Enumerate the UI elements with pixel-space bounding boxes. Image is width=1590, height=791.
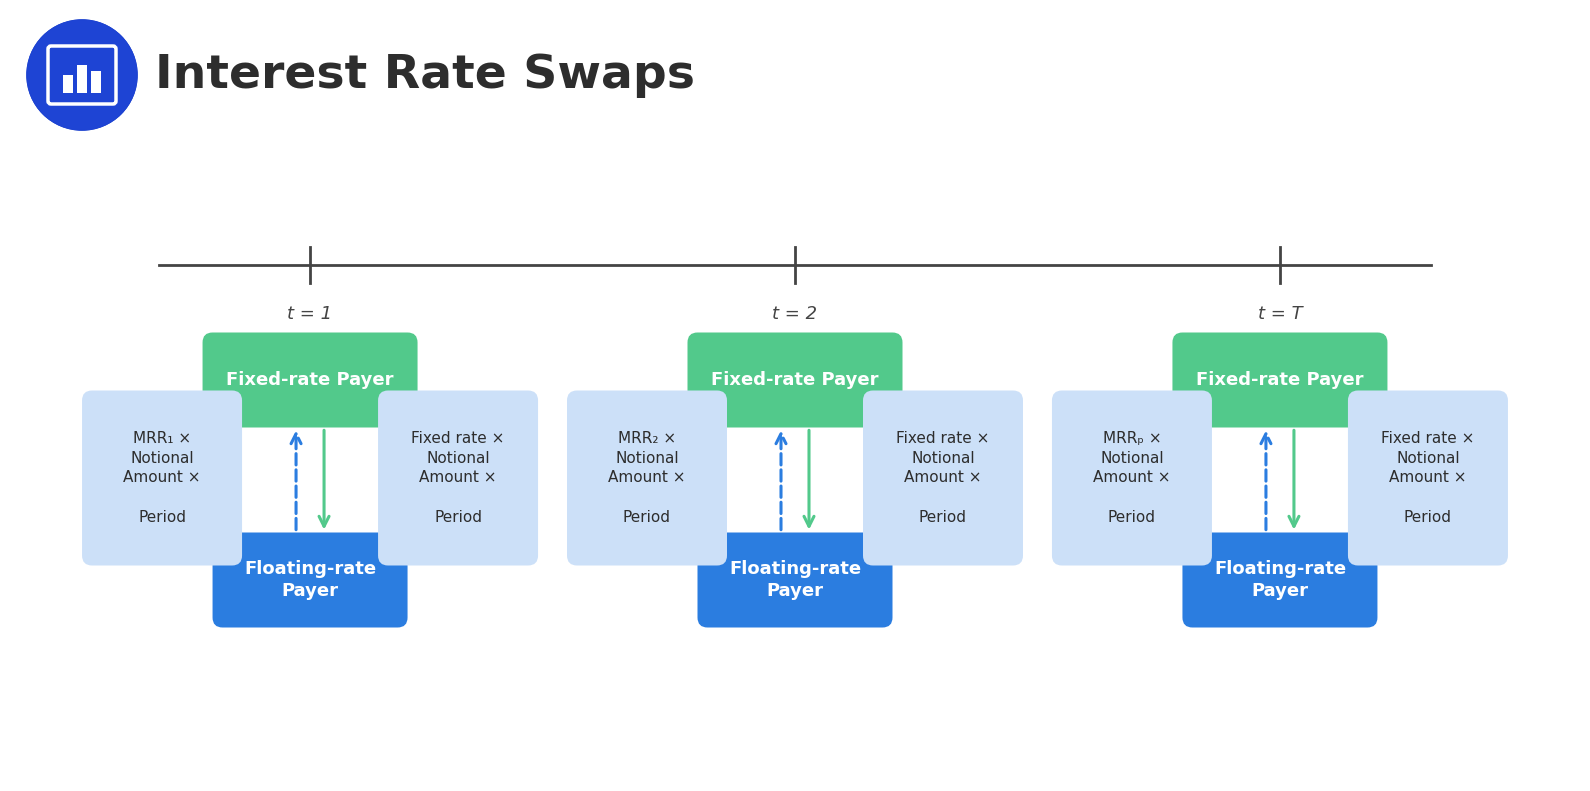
FancyBboxPatch shape xyxy=(1348,391,1507,566)
FancyBboxPatch shape xyxy=(1053,391,1212,566)
Text: t = 2: t = 2 xyxy=(773,305,817,323)
FancyBboxPatch shape xyxy=(1183,532,1377,627)
FancyBboxPatch shape xyxy=(863,391,1022,566)
FancyBboxPatch shape xyxy=(568,391,727,566)
FancyBboxPatch shape xyxy=(687,332,903,427)
Text: Fixed-rate Payer: Fixed-rate Payer xyxy=(711,371,879,389)
FancyBboxPatch shape xyxy=(213,532,407,627)
Text: Floating-rate
Payer: Floating-rate Payer xyxy=(1213,559,1347,600)
FancyBboxPatch shape xyxy=(202,332,418,427)
FancyBboxPatch shape xyxy=(76,65,87,93)
FancyBboxPatch shape xyxy=(698,532,892,627)
Text: Floating-rate
Payer: Floating-rate Payer xyxy=(728,559,862,600)
Text: t = 1: t = 1 xyxy=(288,305,332,323)
FancyBboxPatch shape xyxy=(64,75,73,93)
FancyBboxPatch shape xyxy=(1172,332,1388,427)
Circle shape xyxy=(27,20,137,130)
Text: Interest Rate Swaps: Interest Rate Swaps xyxy=(154,52,695,97)
Text: Fixed rate ×
Notional
Amount ×

Period: Fixed rate × Notional Amount × Period xyxy=(897,431,989,525)
Text: Fixed-rate Payer: Fixed-rate Payer xyxy=(226,371,394,389)
Text: Fixed rate ×
Notional
Amount ×

Period: Fixed rate × Notional Amount × Period xyxy=(1382,431,1474,525)
FancyBboxPatch shape xyxy=(83,391,242,566)
Text: Fixed-rate Payer: Fixed-rate Payer xyxy=(1196,371,1364,389)
Circle shape xyxy=(27,20,137,130)
Text: MRR₁ ×
Notional
Amount ×

Period: MRR₁ × Notional Amount × Period xyxy=(124,431,200,525)
FancyBboxPatch shape xyxy=(91,71,102,93)
Text: Floating-rate
Payer: Floating-rate Payer xyxy=(243,559,377,600)
Text: t = T: t = T xyxy=(1258,305,1302,323)
Text: Fixed rate ×
Notional
Amount ×

Period: Fixed rate × Notional Amount × Period xyxy=(412,431,504,525)
Text: MRRₚ ×
Notional
Amount ×

Period: MRRₚ × Notional Amount × Period xyxy=(1094,431,1170,525)
FancyBboxPatch shape xyxy=(378,391,537,566)
Circle shape xyxy=(43,36,121,113)
Text: MRR₂ ×
Notional
Amount ×

Period: MRR₂ × Notional Amount × Period xyxy=(609,431,685,525)
